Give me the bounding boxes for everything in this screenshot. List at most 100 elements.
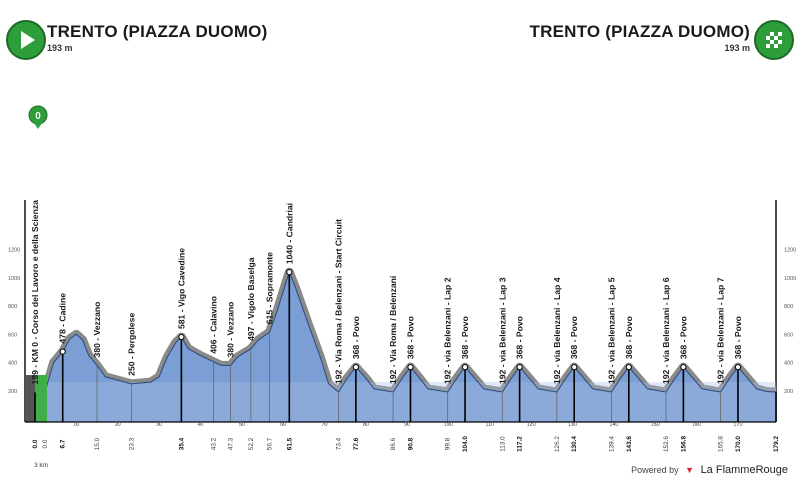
x-tick-label: 10 (73, 422, 79, 428)
x-tick-label: 150 (651, 422, 660, 428)
km-zero-pin-text: 0 (35, 111, 41, 122)
x-tick-label: 160 (692, 422, 701, 428)
footer: Powered by ▼ La FlammeRouge (631, 464, 788, 476)
waypoint-label: 192 - Via Roma / Belenzani - Start Circu… (334, 219, 344, 384)
x-tick-label: 20 (115, 422, 121, 428)
waypoint-km-label: 179.2 (773, 436, 780, 452)
waypoint-label: 478 - Cadine (58, 293, 68, 344)
x-tick-label: 140 (609, 422, 618, 428)
waypoint-km-label: 56.7 (266, 437, 273, 450)
y-tick-left: 1000 (8, 276, 20, 282)
waypoint-label: 192 - via Belenzani - Lap 4 (552, 277, 562, 384)
waypoint-km-label: 117.2 (517, 436, 524, 452)
waypoint-km-label: 143.6 (626, 436, 633, 452)
waypoint-km-label: 113.0 (499, 436, 506, 452)
waypoint-label: 406 - Calavino (209, 296, 219, 354)
waypoint-km-label: 104.0 (462, 436, 469, 452)
waypoint-km-label: 6.7 (60, 439, 67, 448)
finish-badge (754, 20, 794, 60)
finish-altitude: 193 m (724, 43, 750, 53)
y-tick-left: 1200 (8, 247, 20, 253)
waypoint-label: 368 - Povo (733, 316, 743, 359)
waypoint-dot (286, 269, 293, 276)
x-tick-label: 120 (527, 422, 536, 428)
profile-line (34, 271, 777, 393)
waypoint-km-label: 77.6 (353, 437, 360, 450)
waypoint-km-label: 152.6 (663, 436, 670, 452)
waypoint-dot (352, 364, 359, 371)
waypoint-label: 192 - via Belenzani - Lap 7 (716, 277, 726, 384)
waypoint-dot (625, 364, 632, 371)
waypoint-dot (461, 364, 469, 371)
y-tick-left: 400 (8, 361, 17, 367)
y-tick-right: 1200 (784, 247, 796, 253)
waypoint-label: 380 - Vezzano (92, 302, 102, 358)
waypoint-dot (734, 364, 742, 371)
waypoint-dot (571, 364, 578, 371)
y-tick-right: 400 (784, 361, 793, 367)
waypoint-label: 368 - Povo (515, 316, 525, 359)
y-tick-right: 200 (784, 389, 793, 395)
waypoint-label: 368 - Povo (351, 316, 361, 359)
waypoint-km-label: 35.4 (178, 437, 185, 450)
waypoint-km-label: 0.0 (32, 439, 39, 448)
start-badge (6, 20, 46, 60)
waypoint-km-label: 23.3 (128, 437, 135, 450)
x-tick-label: 90 (404, 422, 410, 428)
waypoint-label: 192 - via Belenzani - Lap 3 (497, 277, 507, 384)
flamme-rouge-logo-icon: ▼ (685, 465, 695, 475)
waypoint-km-label: 43.2 (211, 437, 218, 450)
x-tick-label: 170 (733, 422, 742, 428)
x-tick-label: 70 (321, 422, 327, 428)
y-tick-right: 1000 (784, 276, 796, 282)
start-altitude: 193 m (47, 43, 73, 53)
x-tick-label: 110 (485, 422, 494, 428)
start-wedge (25, 375, 35, 422)
waypoint-km-label: 165.8 (718, 436, 725, 452)
waypoint-km-label: 61.5 (286, 437, 293, 450)
y-tick-right: 600 (784, 332, 793, 338)
waypoint-label: 581 - Vigo Cavedine (176, 248, 186, 329)
x-tick-label: 50 (239, 422, 245, 428)
y-tick-left: 800 (8, 304, 17, 310)
waypoint-dot (516, 364, 523, 371)
waypoint-label: 497 - Vigolo Baselga (246, 257, 256, 341)
waypoint-dot (178, 333, 185, 341)
waypoint-label: 368 - Povo (569, 316, 579, 359)
x-tick-label: 80 (363, 422, 369, 428)
waypoint-label: 615 - Sopramonte (264, 252, 274, 324)
footer-powered: Powered by (631, 465, 679, 475)
waypoint-km-label: 126.2 (554, 436, 561, 452)
x-tick-label: 60 (280, 422, 286, 428)
x-tick-label: 30 (156, 422, 162, 428)
y-tick-left: 600 (8, 332, 17, 338)
waypoint-km-label: 90.8 (407, 437, 414, 450)
y-tick-left: 200 (8, 389, 17, 395)
waypoint-km-label: 139.4 (608, 436, 615, 452)
waypoint-label: 1040 - Candriai (284, 203, 294, 264)
x-tick-label: 40 (197, 422, 203, 428)
finish-title: TRENTO (PIAZZA DUOMO) (529, 22, 750, 41)
waypoint-label: 368 - Povo (460, 316, 470, 359)
scale-note: 3 km (34, 462, 48, 469)
axis-layer: 200 200 400 400 600 600 800 800 1000 1000 1200 1200… (8, 247, 796, 428)
start-green-marker (35, 375, 47, 422)
waypoint-km-label: 130.4 (571, 436, 578, 452)
waypoint-label: 192 - via Belenzani - Lap 6 (661, 277, 671, 384)
waypoint-label: 189 - KM 0 - Corso del Lavoro e della Sc… (30, 200, 40, 385)
start-title: TRENTO (PIAZZA DUOMO) (47, 22, 268, 41)
waypoint-km-label: 86.6 (390, 437, 397, 450)
waypoint-label: 192 - via Belenzani - Lap 5 (606, 277, 616, 384)
footer-brand: La FlammeRouge (700, 464, 788, 476)
waypoint-label: 368 - Povo (624, 316, 634, 359)
waypoint-km-label: 156.8 (680, 436, 687, 452)
waypoint-label: 250 - Pergolese (126, 313, 136, 376)
km-zero-pin-icon: 0 (28, 105, 48, 129)
waypoint-label: 368 - Povo (405, 316, 415, 359)
checkered-flag-icon (766, 32, 782, 48)
profile-area (35, 272, 776, 422)
waypoint-km-label: 15.0 (94, 437, 101, 450)
waypoint-dot (407, 364, 414, 371)
start-km-label-secondary: 0.0 (42, 439, 49, 448)
waypoint-label: 192 - via Belenzani - Lap 2 (443, 277, 453, 384)
